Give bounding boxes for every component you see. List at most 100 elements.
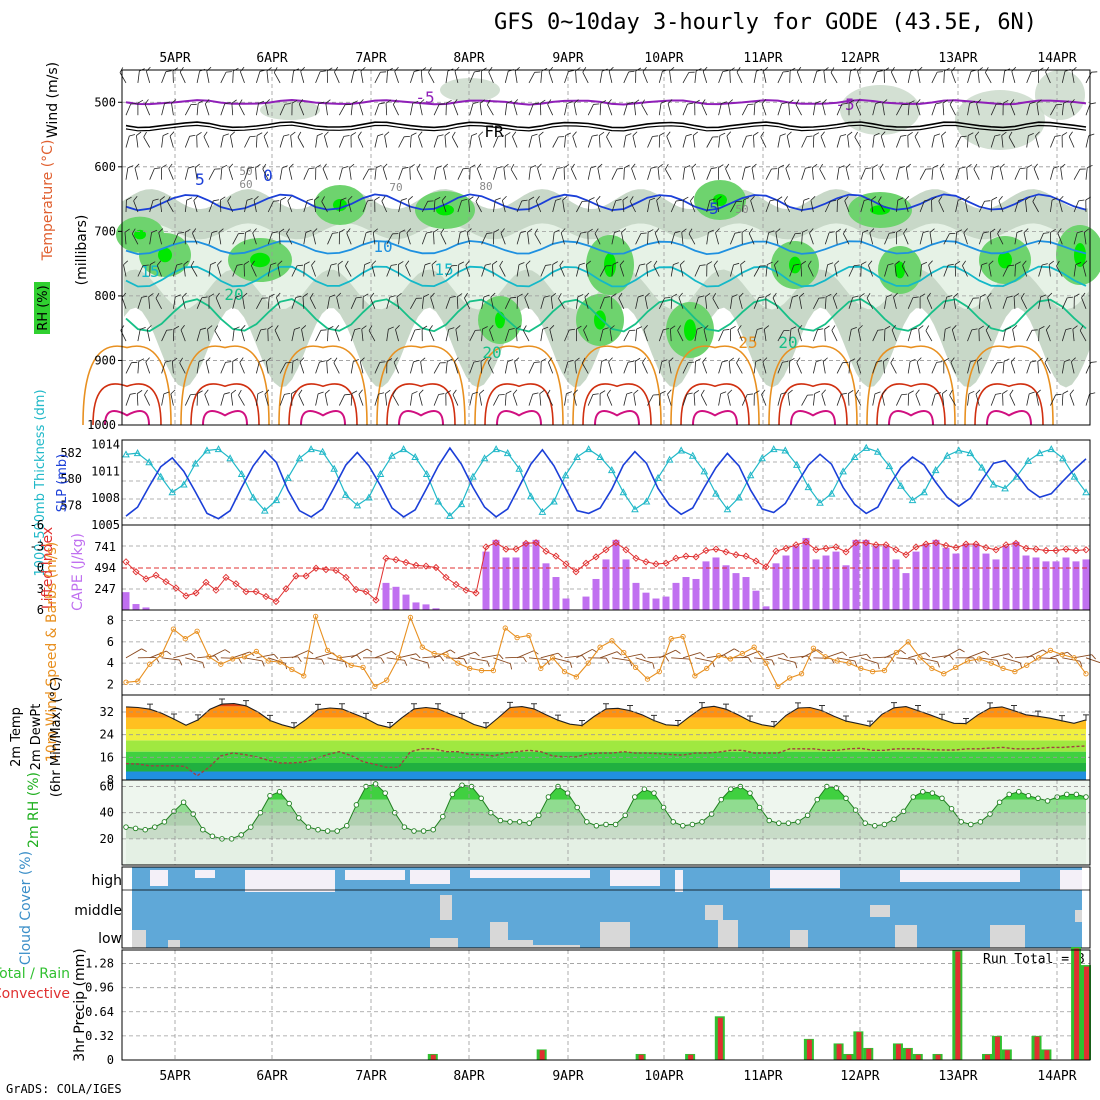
top-date-label: 11APR	[743, 51, 782, 66]
wind-barb	[398, 136, 410, 148]
wind-barb	[469, 70, 481, 84]
wind10m-point	[680, 633, 686, 640]
wind-barb	[919, 199, 931, 213]
rh-bright-area	[713, 194, 727, 206]
rh-upper-area	[440, 78, 500, 102]
wind-barb	[609, 325, 615, 342]
wind-barb	[217, 260, 222, 277]
wind-barb	[836, 134, 847, 148]
lifted-index-point	[1042, 546, 1050, 555]
wind10m-point	[170, 626, 177, 632]
wind-barb	[654, 228, 660, 245]
wind-barb	[824, 293, 832, 309]
cape-bar	[402, 594, 410, 610]
wind-barb	[801, 229, 808, 245]
wind-barb	[552, 198, 562, 213]
wind-barb	[634, 357, 641, 374]
wind-barb	[856, 357, 862, 374]
wind-barb	[469, 360, 480, 374]
wind-barb	[208, 168, 221, 180]
wind-barb	[433, 103, 446, 116]
cape-bar	[412, 602, 420, 610]
wind-barb	[784, 196, 791, 213]
rh2m-point	[689, 821, 696, 828]
wind-barb	[718, 132, 726, 148]
rh-upper-area	[1035, 70, 1085, 120]
thickness-point	[1001, 484, 1009, 492]
thickness-point	[642, 497, 651, 505]
wind10m-point	[502, 625, 508, 631]
wind-barb	[905, 163, 912, 180]
rh2m-point	[881, 821, 888, 828]
wind-barb	[832, 292, 838, 309]
wind-barb	[883, 357, 889, 374]
rh2m-point	[920, 789, 926, 795]
wind-barb	[635, 326, 643, 342]
lifted-index-point	[892, 546, 900, 554]
precip-convective-bar	[955, 951, 961, 1060]
wind-barb	[629, 196, 636, 213]
wind-barb	[564, 391, 572, 406]
wind-barb	[208, 230, 218, 245]
wind10m-speed-line	[125, 614, 1087, 688]
rh2m-point	[872, 823, 878, 829]
temperature-axis-title: Temperature (°C)	[40, 140, 56, 262]
cape-bar	[502, 557, 510, 610]
wind-barb	[943, 263, 954, 277]
pressure-tick-label: 900	[94, 353, 116, 367]
cape-bar	[672, 582, 680, 610]
wind-barb	[611, 261, 619, 277]
wind10m-point	[905, 639, 911, 645]
cape-bar	[492, 539, 500, 610]
cape-tick-label: 247	[94, 582, 116, 596]
rh2m-point	[401, 824, 408, 830]
cape-tick-label: 494	[94, 561, 116, 575]
thickness-tick-label: 580	[60, 472, 82, 486]
rh2m-axis-title: 2m RH (%)	[26, 772, 42, 848]
temp-minmax-marker	[555, 714, 561, 722]
lifted-index-point	[882, 541, 890, 549]
svg-text:10m Wind Speed & Barbs (m/s): 10m Wind Speed & Barbs (m/s)	[44, 542, 60, 762]
wind-barb	[301, 325, 307, 342]
cape-bar	[652, 598, 660, 610]
wind-barb	[481, 294, 490, 309]
cape-bar	[992, 559, 1000, 610]
lifted-index-point	[732, 551, 740, 559]
wind-barb	[161, 70, 172, 84]
wind10m-point	[289, 666, 295, 673]
wind-barb	[230, 131, 236, 148]
lifted-index-point	[782, 544, 790, 553]
wind-barb	[869, 228, 875, 245]
wind-barb	[813, 359, 822, 374]
thickness-point	[237, 469, 246, 477]
temp-minmax-marker	[675, 720, 681, 727]
wind-barb	[907, 296, 919, 309]
rh2m-point	[795, 819, 801, 825]
wind-barb	[362, 261, 371, 277]
wind-barb	[919, 261, 928, 277]
wind-barb	[1010, 99, 1016, 116]
wind10m-barb	[1085, 657, 1100, 665]
wind10m-point	[751, 644, 757, 650]
temp-minmax-marker	[819, 704, 825, 712]
wind-barb	[670, 199, 682, 213]
svg-text:SLP (mb): SLP (mb)	[55, 454, 70, 513]
cape-bar	[432, 608, 440, 610]
temp-contour-35	[986, 410, 1032, 426]
temp-contour-30	[582, 383, 652, 426]
wind10m-barb	[896, 657, 918, 665]
wind-barb	[433, 165, 443, 180]
lifted-index-point	[612, 539, 620, 547]
wind-barb	[168, 163, 174, 180]
wind-barb	[394, 66, 399, 84]
rh2m-point	[718, 796, 724, 803]
wind-barb	[670, 231, 681, 245]
rh2m-point	[814, 796, 820, 803]
wind-barb	[552, 261, 558, 277]
wind-barb	[975, 389, 981, 406]
wind-barb	[564, 132, 571, 148]
wind-barb	[374, 361, 386, 374]
lifted-index-point	[1012, 539, 1020, 548]
lifted-index-point	[212, 586, 220, 594]
wind-barb	[999, 163, 1005, 180]
